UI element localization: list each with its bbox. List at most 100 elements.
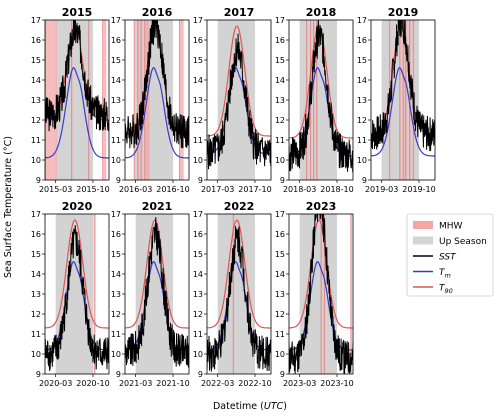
mhw-band — [45, 20, 57, 180]
plot-area — [289, 20, 353, 180]
plot-area — [207, 20, 271, 180]
panel-title: 2021 — [142, 200, 173, 213]
x-tick-label: 2020-03 — [39, 379, 72, 388]
mhw-band — [409, 20, 411, 180]
y-axis-label: Sea Surface Temperature (°C) — [3, 136, 14, 278]
y-tick-label: 16 — [111, 230, 121, 239]
series-sst-line — [289, 214, 353, 374]
y-tick-label: 14 — [31, 76, 41, 85]
panel-title: 2019 — [388, 6, 419, 19]
x-tick-label: 2023-10 — [320, 379, 353, 388]
y-tick-label: 9 — [116, 370, 121, 379]
y-tick-label: 13 — [31, 290, 41, 299]
x-axis-label-suffix: ) — [283, 401, 287, 412]
series-sst-line — [125, 20, 189, 149]
series-sst-line — [45, 225, 109, 372]
x-tick-label: 2016-10 — [156, 185, 189, 194]
y-tick-label: 17 — [31, 210, 41, 219]
y-tick-label: 16 — [111, 36, 121, 45]
legend-label: T90 — [439, 284, 453, 296]
mhw-band — [71, 20, 73, 180]
plot-area — [45, 214, 109, 374]
panel-2020: 2020 9 10 11 12 13 14 15 16 17 2020-03 2020-10 — [31, 200, 110, 388]
plot-area — [207, 214, 271, 374]
y-tick-label: 12 — [193, 310, 203, 319]
x-tick-label: 2021-03 — [119, 379, 152, 388]
series-sst-line — [371, 20, 435, 152]
y-tick-label: 17 — [275, 16, 285, 25]
legend-label: Up Season — [439, 237, 487, 247]
y-tick-label: 11 — [111, 136, 121, 145]
x-tick-label: 2020-10 — [76, 379, 109, 388]
y-tick-label: 16 — [275, 36, 285, 45]
mhw-band — [94, 214, 96, 374]
series-sst-line — [125, 217, 189, 368]
x-tick-label: 2023-03 — [283, 379, 316, 388]
mhw-band — [403, 20, 405, 180]
panel-title: 2022 — [224, 200, 255, 213]
plot-area — [289, 214, 353, 374]
y-tick-label: 17 — [111, 16, 121, 25]
y-tick-label: 14 — [193, 270, 203, 279]
mhw-band — [350, 214, 352, 374]
panel-2016: 2016 9 10 11 12 13 14 15 16 17 2016-03 2016-10 — [111, 6, 190, 194]
panel-title: 2016 — [142, 6, 173, 19]
y-tick-label: 12 — [111, 116, 121, 125]
y-tick-label: 17 — [357, 16, 367, 25]
legend-label: Tm — [439, 268, 451, 280]
legend-label-main: SST — [439, 253, 457, 263]
y-tick-label: 9 — [36, 370, 41, 379]
x-tick-label: 2019-03 — [365, 185, 398, 194]
x-tick-label: 2018-10 — [320, 185, 353, 194]
panel-2023: 2023 9 10 11 12 13 14 15 16 17 2023-03 2023-10 — [275, 200, 354, 388]
x-tick-label: 2015-10 — [76, 185, 109, 194]
y-tick-label: 11 — [31, 330, 41, 339]
y-tick-label: 16 — [275, 230, 285, 239]
y-tick-label: 11 — [111, 330, 121, 339]
legend-swatch — [413, 236, 433, 245]
y-tick-label: 14 — [275, 270, 285, 279]
y-tick-label: 10 — [31, 156, 41, 165]
y-tick-label: 12 — [193, 116, 203, 125]
legend-label-main: T — [439, 284, 446, 294]
series-tm-line — [125, 66, 189, 159]
panel-title: 2018 — [306, 6, 337, 19]
legend-label-sub: 90 — [445, 287, 453, 295]
y-tick-label: 11 — [275, 330, 285, 339]
mhw-band — [313, 20, 315, 180]
y-tick-label: 12 — [275, 116, 285, 125]
legend: MHW Up Season SST Tm T90 — [406, 213, 494, 297]
y-tick-label: 15 — [31, 56, 41, 65]
plot-area — [125, 214, 189, 374]
y-tick-label: 14 — [111, 76, 121, 85]
mhw-band — [405, 20, 408, 180]
up-season-band — [299, 20, 337, 180]
series-sst-line — [45, 20, 109, 132]
y-tick-label: 13 — [111, 290, 121, 299]
y-tick-label: 11 — [193, 330, 203, 339]
y-tick-label: 14 — [111, 270, 121, 279]
y-tick-label: 17 — [31, 16, 41, 25]
y-tick-label: 16 — [31, 230, 41, 239]
y-tick-label: 12 — [31, 310, 41, 319]
y-tick-label: 10 — [193, 350, 203, 359]
mhw-band — [321, 214, 323, 374]
mhw-band — [233, 214, 235, 374]
y-tick-label: 9 — [280, 370, 285, 379]
y-tick-label: 9 — [198, 370, 203, 379]
y-tick-label: 12 — [275, 310, 285, 319]
y-tick-label: 13 — [357, 96, 367, 105]
series-sst-line — [207, 226, 271, 372]
x-tick-label: 2019-10 — [402, 185, 435, 194]
y-tick-label: 14 — [357, 76, 367, 85]
y-tick-label: 11 — [193, 136, 203, 145]
mhw-band — [399, 20, 401, 180]
legend-label: MHW — [439, 222, 463, 232]
y-tick-label: 15 — [31, 250, 41, 259]
panel-2021: 2021 9 10 11 12 13 14 15 16 17 2021-03 2021-10 — [111, 200, 190, 388]
x-tick-label: 2021-10 — [156, 379, 189, 388]
x-axis-label-unit: UTC — [263, 401, 284, 412]
x-tick-label: 2018-03 — [283, 185, 316, 194]
series-t90-line — [207, 219, 271, 329]
